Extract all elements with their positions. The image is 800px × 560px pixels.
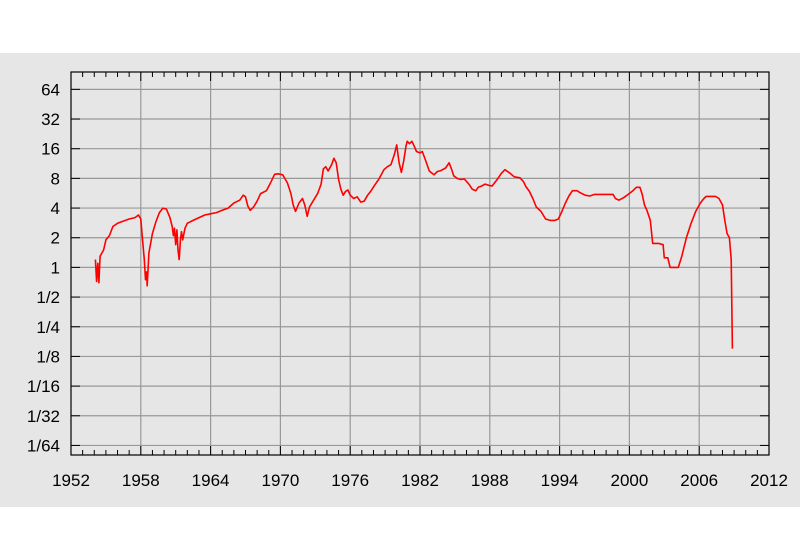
x-tick-label: 1952 [52, 471, 90, 490]
y-tick-label: 2 [51, 229, 60, 248]
y-tick-label: 1/2 [36, 288, 60, 307]
series-line [94, 140, 734, 349]
y-tick-label: 16 [41, 140, 60, 159]
y-tick-label: 1/32 [27, 407, 60, 426]
x-tick-label: 1988 [471, 471, 509, 490]
y-tick-label: 1/64 [27, 436, 60, 455]
y-tick-label: 1 [51, 258, 60, 277]
x-tick-label: 2006 [680, 471, 718, 490]
x-tick-label: 1970 [261, 471, 299, 490]
label-layer: 1952 1958 1964 1970 1976 1982 1988 1994 2000 2006… [27, 80, 788, 490]
frame-layer [70, 71, 770, 456]
x-tick-label: 1964 [192, 471, 230, 490]
x-tick-label: 1976 [331, 471, 369, 490]
y-tick-label: 1/16 [27, 377, 60, 396]
line-layer [94, 140, 734, 349]
x-tick-label: 2000 [610, 471, 648, 490]
y-tick-label: 1/8 [36, 347, 60, 366]
y-tick-label: 8 [51, 169, 60, 188]
x-tick-label: 2012 [750, 471, 788, 490]
grid-layer [71, 72, 769, 455]
x-tick-label: 1994 [541, 471, 579, 490]
y-tick-label: 4 [51, 199, 60, 218]
y-tick-label: 64 [41, 80, 60, 99]
x-tick-label: 1982 [401, 471, 439, 490]
y-tick-label: 1/4 [36, 318, 60, 337]
x-tick-label: 1958 [122, 471, 160, 490]
y-tick-label: 32 [41, 110, 60, 129]
